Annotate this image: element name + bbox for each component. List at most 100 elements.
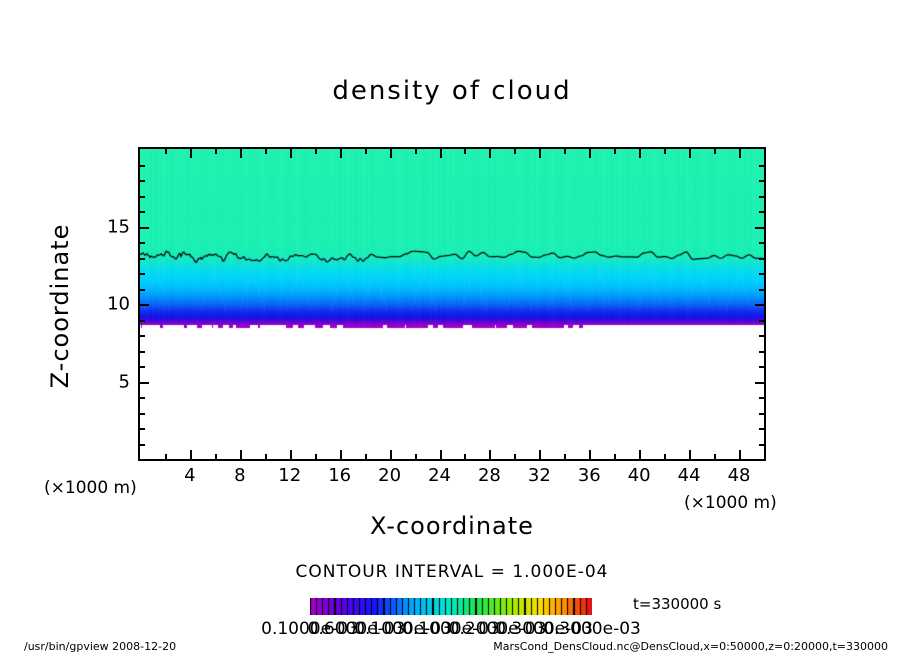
y-minor-tick-right [759, 165, 764, 167]
y-minor-tick [140, 413, 145, 415]
y-minor-tick [140, 444, 145, 446]
x-major-tick [340, 450, 342, 459]
x-minor-tick [664, 454, 666, 459]
x-axis-title: X-coordinate [370, 512, 534, 540]
x-major-tick-top [489, 149, 491, 158]
x-major-tick-top [290, 149, 292, 158]
y-minor-tick [140, 180, 145, 182]
contour-interval-label: CONTOUR INTERVAL = 1.000E-04 [295, 562, 609, 582]
x-major-tick-top [190, 149, 192, 158]
x-major-tick [689, 450, 691, 459]
x-tick-label: 48 [727, 465, 751, 486]
y-minor-tick [140, 289, 145, 291]
y-minor-tick [140, 320, 145, 322]
x-tick-label: 4 [184, 465, 196, 486]
x-minor-tick [714, 454, 716, 459]
x-tick-label: 36 [577, 465, 601, 486]
y-minor-tick-right [759, 273, 764, 275]
x-tick-label: 28 [477, 465, 501, 486]
y-major-tick [140, 382, 149, 384]
footer-dataset: MarsCond_DensCloud.nc@DensCloud,x=0:5000… [493, 640, 888, 653]
x-minor-tick-top [564, 149, 566, 154]
x-major-tick [440, 450, 442, 459]
x-major-tick-top [739, 149, 741, 158]
x-tick-label: 8 [234, 465, 246, 486]
y-minor-tick-right [759, 335, 764, 337]
x-unit-label-left: (×1000 m) [44, 478, 137, 498]
colorbar-gradient [310, 598, 592, 615]
x-minor-tick-top [265, 149, 267, 154]
x-minor-tick [764, 454, 766, 459]
x-minor-tick-top [514, 149, 516, 154]
colorbar-tick-label: 0.1000e-03 [402, 619, 500, 639]
y-tick-label: 5 [118, 371, 130, 392]
colorbar-tick-label: 0.6000e-03 [307, 619, 406, 639]
y-major-tick [140, 304, 149, 306]
time-label: t=330000 s [633, 595, 722, 613]
plot-area [138, 147, 766, 461]
y-minor-tick [140, 258, 145, 260]
y-minor-tick-right [759, 428, 764, 430]
x-major-tick-top [440, 149, 442, 158]
x-minor-tick [464, 454, 466, 459]
x-tick-label: 44 [677, 465, 701, 486]
density-field-heatmap [140, 149, 764, 459]
y-major-tick-right [755, 227, 764, 229]
x-minor-tick-top [714, 149, 716, 154]
y-minor-tick [140, 335, 145, 337]
x-major-tick-top [240, 149, 242, 158]
y-tick-label: 10 [107, 293, 130, 315]
y-minor-tick [140, 397, 145, 399]
x-major-tick-top [390, 149, 392, 158]
x-unit-label-right: (×1000 m) [684, 493, 777, 513]
x-tick-label: 20 [378, 465, 402, 486]
x-minor-tick-top [664, 149, 666, 154]
x-minor-tick [365, 454, 367, 459]
x-minor-tick [265, 454, 267, 459]
x-minor-tick-top [315, 149, 317, 154]
colorbar-tick-label: 0.3000e-03 [543, 619, 641, 639]
x-major-tick-top [340, 149, 342, 158]
y-axis-title: Z-coordinate [46, 223, 74, 389]
x-major-tick [539, 450, 541, 459]
x-major-tick-top [689, 149, 691, 158]
y-major-tick [140, 227, 149, 229]
y-minor-tick [140, 211, 145, 213]
y-minor-tick-right [759, 351, 764, 353]
x-minor-tick [514, 454, 516, 459]
colorbar-tick-label: 0.2000e-03 [448, 619, 547, 639]
x-minor-tick [315, 454, 317, 459]
page-title: density of cloud [332, 76, 572, 106]
y-minor-tick-right [759, 180, 764, 182]
x-minor-tick [415, 454, 417, 459]
x-major-tick [739, 450, 741, 459]
colorbar-tick-label: 0.1000e-03 [354, 619, 452, 639]
colorbar [310, 598, 592, 615]
x-tick-label: 40 [627, 465, 651, 486]
x-major-tick-top [639, 149, 641, 158]
footer-command: /usr/bin/gpview 2008-12-20 [24, 640, 177, 653]
x-minor-tick [564, 454, 566, 459]
y-major-tick-right [755, 382, 764, 384]
x-tick-label: 16 [328, 465, 352, 486]
x-minor-tick-top [764, 149, 766, 154]
x-major-tick [489, 450, 491, 459]
x-tick-label: 32 [527, 465, 551, 486]
y-major-tick-right [755, 304, 764, 306]
colorbar-tick-label: 0.1000e-03 [261, 619, 359, 639]
y-minor-tick-right [759, 444, 764, 446]
x-major-tick [639, 450, 641, 459]
y-minor-tick [140, 351, 145, 353]
x-minor-tick-top [215, 149, 217, 154]
x-minor-tick [614, 454, 616, 459]
x-major-tick [390, 450, 392, 459]
x-tick-label: 12 [278, 465, 302, 486]
x-tick-label: 24 [428, 465, 451, 486]
x-minor-tick [215, 454, 217, 459]
y-minor-tick-right [759, 211, 764, 213]
y-minor-tick-right [759, 397, 764, 399]
colorbar-tick-label: 0.3000e-03 [495, 619, 593, 639]
x-minor-tick-top [365, 149, 367, 154]
y-tick-label: 15 [107, 216, 130, 237]
